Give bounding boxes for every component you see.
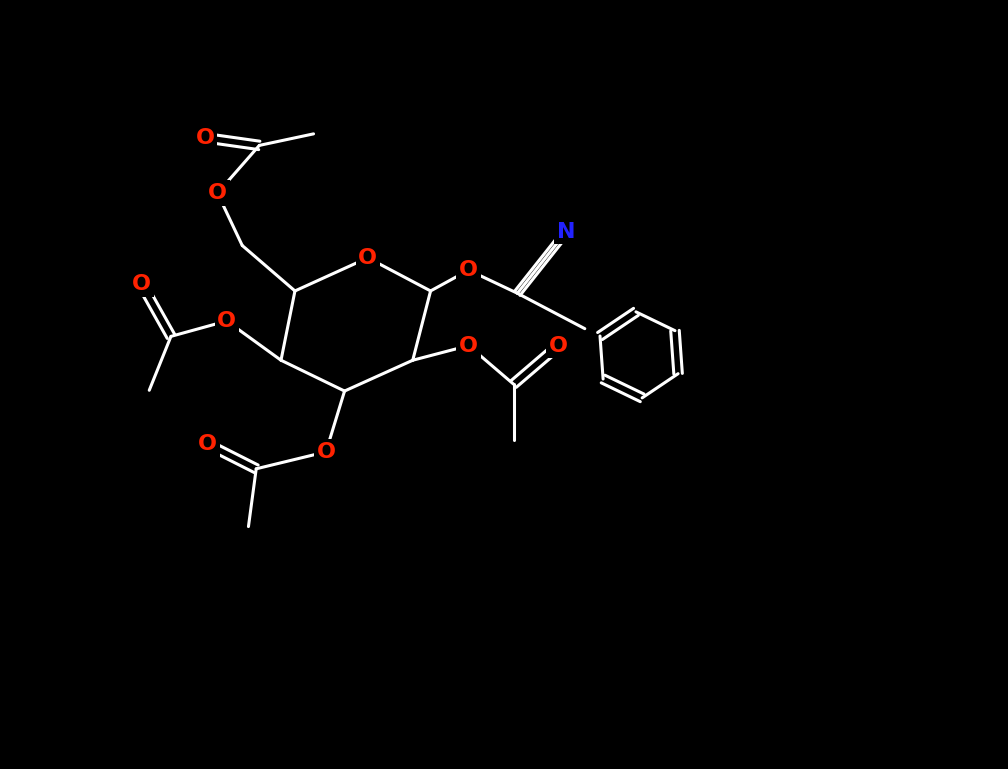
Text: O: O [196, 128, 215, 148]
Text: O: O [317, 442, 336, 462]
Text: O: O [208, 183, 227, 203]
Text: O: O [549, 335, 568, 355]
Text: O: O [218, 311, 236, 331]
Text: O: O [459, 335, 478, 355]
Text: O: O [198, 434, 217, 454]
Text: N: N [557, 221, 576, 241]
Text: O: O [459, 260, 478, 280]
Text: O: O [132, 274, 151, 294]
Text: O: O [358, 248, 377, 268]
